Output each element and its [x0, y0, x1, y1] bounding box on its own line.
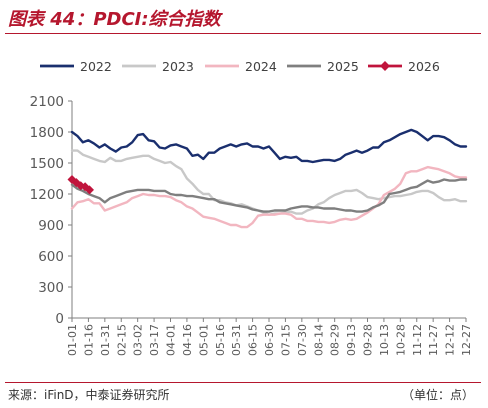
x-tick-label: 03-02: [132, 324, 145, 356]
legend-label-2026: 2026: [408, 59, 440, 74]
x-tick-label: 12-27: [460, 324, 473, 356]
source-note: 来源：iFinD，中泰证券研究所: [8, 388, 170, 402]
y-tick-label: 2100: [30, 94, 64, 110]
legend-label-2025: 2025: [327, 59, 359, 74]
y-tick-label: 1200: [30, 187, 64, 203]
x-tick-label: 04-16: [181, 324, 194, 356]
legend-label-2023: 2023: [162, 59, 194, 74]
series-line-2023: [70, 149, 468, 216]
series-line-2024: [70, 165, 468, 229]
legend-label-2022: 2022: [80, 59, 112, 74]
y-tick-label: 300: [38, 280, 64, 296]
x-tick-label: 02-15: [115, 324, 128, 356]
x-tick-label: 10-28: [394, 324, 407, 356]
pdci-chart: 0 300 600 900 1200 1500 1800 2100 01-01 01-16 01-3…: [30, 59, 473, 356]
unit-note: （单位：点）: [401, 388, 474, 402]
x-tick-label: 07-30: [296, 324, 309, 356]
x-tick-label: 05-16: [214, 324, 227, 356]
x-tick-label: 09-28: [362, 324, 375, 356]
x-tick-label: 04-01: [165, 324, 178, 356]
x-tick-label: 09-13: [345, 324, 358, 356]
x-tick-label: 11-12: [411, 324, 424, 356]
x-tick-label: 10-13: [378, 324, 391, 356]
x-tick-label: 06-30: [263, 324, 276, 356]
y-tick-label: 900: [38, 218, 64, 234]
x-tick-label: 06-15: [247, 324, 260, 356]
x-tick-label: 08-29: [329, 324, 342, 356]
series-line-2022: [70, 128, 468, 164]
x-tick-label: 01-31: [99, 324, 112, 356]
x-tick-label: 01-16: [82, 324, 95, 356]
x-tick-label: 01-01: [66, 324, 79, 356]
figure-title: 图表 44：PDCI:综合指数: [8, 9, 221, 30]
point-2026: [85, 185, 95, 195]
legend-marker-2026: [380, 61, 390, 71]
title-rule: [5, 33, 481, 34]
x-tick-label: 05-31: [230, 324, 243, 356]
y-tick-label: 1500: [30, 156, 64, 172]
x-tick-label: 07-15: [279, 324, 292, 356]
y-tick-label: 1800: [30, 125, 64, 141]
x-tick-label: 11-27: [427, 324, 440, 356]
y-tick-label: 600: [38, 249, 64, 265]
x-tick-label: 08-14: [312, 324, 325, 356]
x-tick-label: 05-01: [197, 324, 210, 356]
legend-label-2024: 2024: [245, 59, 277, 74]
x-tick-label: 12-12: [444, 324, 457, 356]
series-line-2025: [70, 178, 468, 213]
x-tick-label: 03-17: [148, 324, 161, 356]
y-tick-label: 0: [55, 311, 64, 327]
footer-rule: [5, 382, 481, 383]
